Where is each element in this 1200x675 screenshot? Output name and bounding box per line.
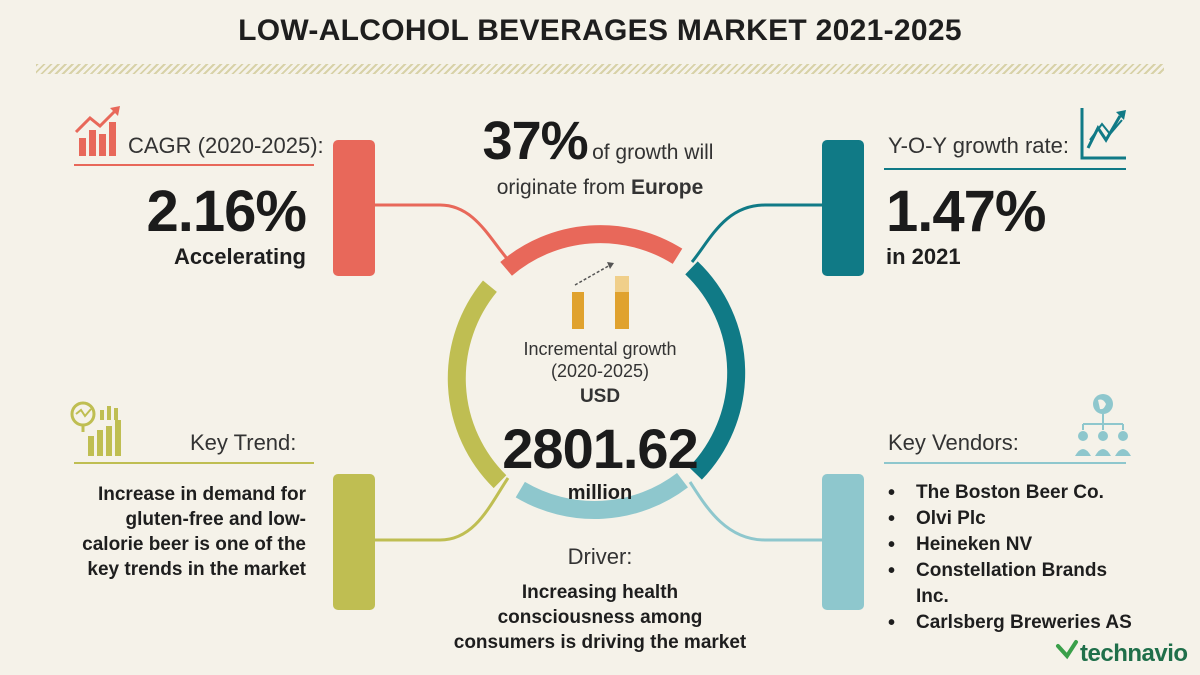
connector-top-right [690, 203, 822, 263]
connector-bottom-left [375, 477, 510, 542]
yoy-value: 1.47% [886, 179, 1046, 244]
vendor-network-icon [1075, 394, 1131, 456]
vendor-item: Carlsberg Breweries AS [886, 610, 1176, 636]
driver-line: consumers is driving the market [453, 632, 747, 653]
yoy-rule [884, 168, 1126, 170]
vendors-list: The Boston Beer Co. Olvi Plc Heineken NV… [886, 480, 1176, 636]
bar-growth-icon [572, 262, 629, 329]
trend-arrow-chart-icon [1080, 108, 1126, 160]
connector-bottom-right [688, 481, 822, 542]
growth-chart-icon [74, 106, 120, 156]
center-value: 2801.62 [502, 417, 698, 480]
cagr-label: CAGR (2020-2025): [128, 133, 324, 158]
ring-arc-left [447, 280, 507, 489]
europe-block: 37% of growth will [448, 110, 748, 172]
trend-label: Key Trend: [190, 430, 297, 455]
tab-red [333, 140, 375, 276]
connector-top-left [375, 203, 512, 264]
center-line1: Incremental growth [523, 339, 677, 359]
cagr-note: Accelerating [173, 244, 306, 269]
driver-label: Driver: [567, 544, 633, 569]
driver-line: Increasing health [521, 582, 679, 603]
cagr-value: 2.16% [146, 179, 307, 244]
europe-region: Europe [630, 176, 704, 199]
technavio-logo-icon [1056, 640, 1078, 660]
title-divider [36, 64, 1164, 74]
tab-teal [822, 140, 864, 276]
europe-line2: originate from Europe [440, 176, 760, 200]
tab-lightblue [822, 474, 864, 610]
europe-text1: of growth will [592, 141, 714, 164]
trend-line: Increase in demand for [97, 484, 306, 505]
driver-line: consciousness among [497, 607, 703, 628]
vendors-rule [884, 462, 1126, 464]
vendor-item: Olvi Plc [886, 506, 1176, 532]
vendor-item: Heineken NV [886, 532, 1176, 558]
center-line2: (2020-2025) [550, 361, 650, 381]
center-currency: USD [579, 386, 621, 407]
vendor-item: The Boston Beer Co. [886, 480, 1176, 506]
europe-text2: originate from [496, 176, 626, 199]
yoy-note: in 2021 [886, 244, 961, 269]
driver-text: Increasing health consciousness among co… [430, 580, 770, 655]
magnifier-chart-icon [70, 401, 121, 456]
trend-line: key trends in the market [87, 559, 306, 580]
vendors-label: Key Vendors: [888, 430, 1019, 455]
cagr-rule [74, 164, 314, 166]
center-unit: million [567, 482, 633, 504]
yoy-label: Y-O-Y growth rate: [888, 133, 1069, 158]
trend-text: Increase in demand for gluten-free and l… [60, 482, 306, 582]
ring-arc-top [500, 225, 683, 276]
trend-line: calorie beer is one of the [82, 534, 306, 555]
brand-name: technavio [1080, 640, 1188, 667]
trend-rule [74, 462, 314, 464]
trend-line: gluten-free and low- [125, 509, 307, 530]
ring-arc-bottom [515, 472, 688, 519]
ring-arc-right [685, 261, 746, 480]
incremental-growth-label: Incremental growth (2020-2025) USD [470, 338, 730, 408]
page-title: LOW-ALCOHOL BEVERAGES MARKET 2021-2025 [238, 14, 962, 47]
tab-olive [333, 474, 375, 610]
vendor-item: Constellation Brands Inc. [886, 558, 1116, 610]
europe-percent: 37% [482, 111, 589, 171]
